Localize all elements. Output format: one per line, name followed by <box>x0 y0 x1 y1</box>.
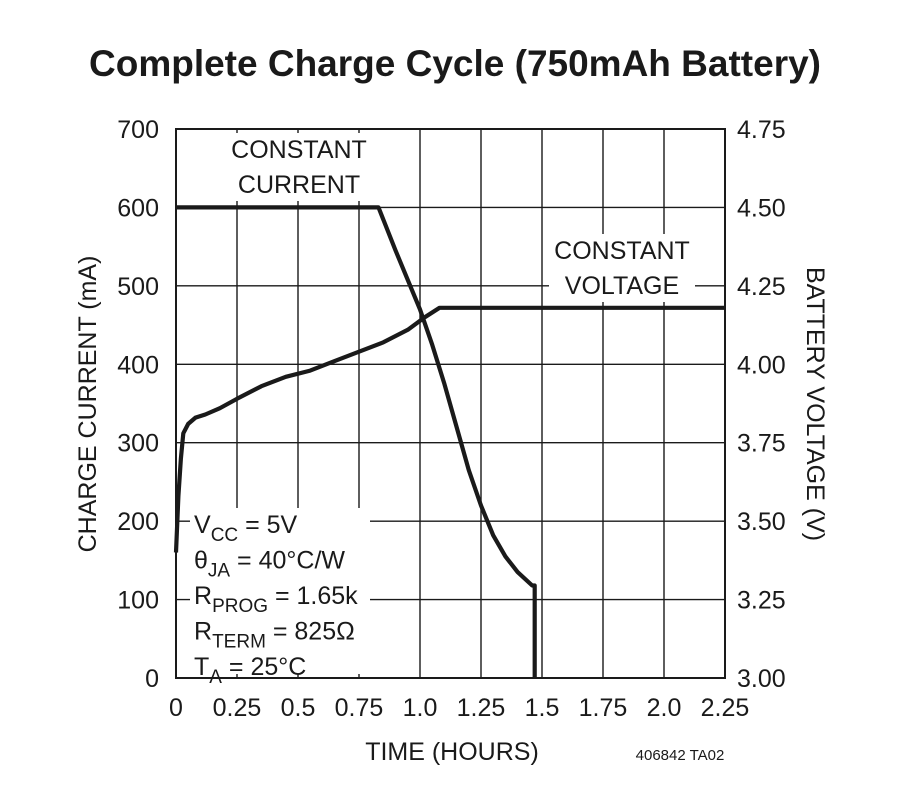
left-y-tick-label: 700 <box>117 116 159 144</box>
left-y-tick-label: 400 <box>117 351 159 379</box>
left-y-tick-label: 0 <box>145 665 159 693</box>
x-tick-label: 0.5 <box>281 694 316 722</box>
condition-line: RTERM = 825Ω <box>194 618 355 653</box>
right-y-tick-label: 3.50 <box>737 508 786 536</box>
x-tick-labels: 0 0.25 0.5 0.75 1.0 1.25 1.5 1.75 2.0 2.25 <box>169 694 749 722</box>
right-y-tick-label: 3.00 <box>737 665 786 693</box>
right-y-tick-labels: 3.00 3.25 3.50 3.75 4.00 4.25 4.50 4.75 <box>737 116 786 693</box>
x-tick-label: 2.0 <box>647 694 682 722</box>
constant-voltage-line-2: VOLTAGE <box>565 272 679 300</box>
right-y-tick-label: 3.75 <box>737 430 786 458</box>
left-y-tick-labels: 0 100 200 300 400 500 600 700 <box>117 116 159 693</box>
charge-current-line <box>176 205 537 678</box>
right-y-axis-label: BATTERY VOLTAGE (V) <box>801 267 829 541</box>
left-y-tick-label: 100 <box>117 587 159 615</box>
right-y-tick-label: 4.00 <box>737 351 786 379</box>
chart-title: Complete Charge Cycle (750mAh Battery) <box>89 43 821 84</box>
x-tick-label: 1.75 <box>579 694 628 722</box>
series-lines <box>173 205 725 678</box>
condition-line: VCC = 5V <box>194 511 298 546</box>
right-y-tick-label: 4.25 <box>737 273 786 301</box>
left-y-tick-label: 600 <box>117 194 159 222</box>
left-y-axis-label: CHARGE CURRENT (mA) <box>74 256 102 553</box>
constant-current-line-1: CONSTANT <box>231 136 367 164</box>
figure-code: 406842 TA02 <box>636 747 725 764</box>
plot-frame <box>175 128 726 679</box>
x-tick-label: 0.25 <box>213 694 262 722</box>
annotation-backgrounds <box>190 133 695 674</box>
constant-voltage-mask <box>549 234 695 302</box>
constant-voltage-annotation: CONSTANT VOLTAGE <box>554 237 690 300</box>
left-y-tick-label: 200 <box>117 508 159 536</box>
x-tick-label: 1.5 <box>525 694 560 722</box>
right-y-tick-label: 4.50 <box>737 194 786 222</box>
x-axis-label: TIME (HOURS) <box>365 738 539 766</box>
battery-voltage-line <box>173 305 725 553</box>
right-y-tick-label: 4.75 <box>737 116 786 144</box>
x-tick-label: 0 <box>169 694 183 722</box>
left-y-tick-label: 300 <box>117 430 159 458</box>
condition-line: θJA = 40°C/W <box>194 547 345 582</box>
conditions-mask <box>190 508 370 674</box>
constant-voltage-line-1: CONSTANT <box>554 237 690 265</box>
right-y-tick-label: 3.25 <box>737 587 786 615</box>
x-tick-label: 1.0 <box>403 694 438 722</box>
x-tick-label: 0.75 <box>335 694 384 722</box>
constant-current-line-2: CURRENT <box>238 171 360 199</box>
condition-line: RPROG = 1.65k <box>194 582 358 617</box>
x-tick-label: 2.25 <box>701 694 750 722</box>
constant-current-mask <box>230 133 368 201</box>
constant-current-annotation: CONSTANT CURRENT <box>231 136 367 199</box>
condition-line: TA = 25°C <box>194 653 306 688</box>
left-y-tick-label: 500 <box>117 273 159 301</box>
x-tick-label: 1.25 <box>457 694 506 722</box>
